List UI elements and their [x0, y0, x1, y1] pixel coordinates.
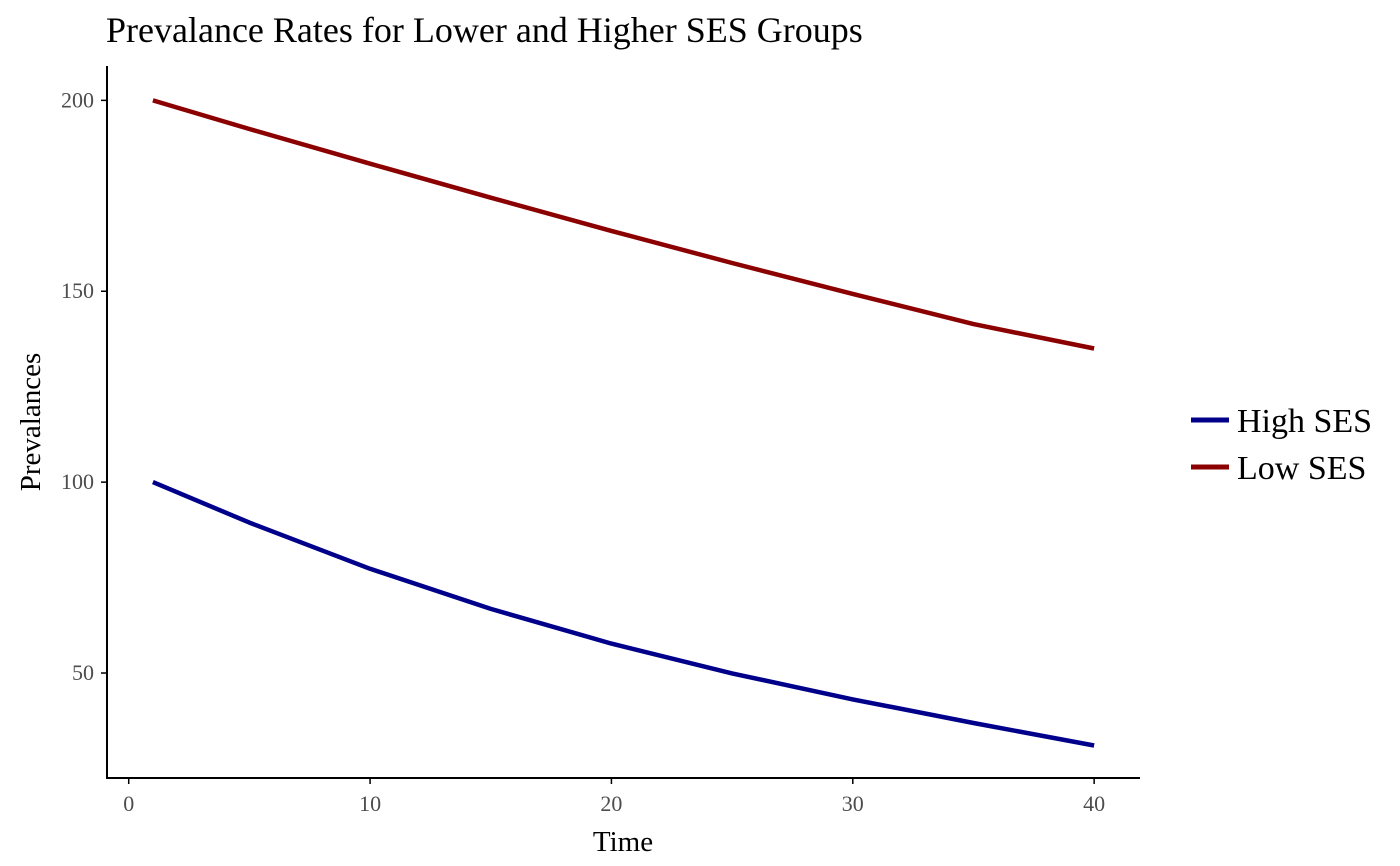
x-tick-label: 20: [600, 791, 622, 816]
y-axis-title: Prevalances: [15, 353, 47, 492]
y-tick-label: 200: [61, 87, 94, 112]
y-tick-label: 50: [72, 660, 94, 685]
series-line-high-ses: [152, 480, 1095, 748]
y-tick-label: 100: [61, 469, 94, 494]
legend-label-low-ses: Low SES: [1237, 450, 1366, 487]
x-tick-label: 40: [1083, 791, 1105, 816]
legend: High SES Low SES: [1191, 403, 1372, 487]
x-axis-title: Time: [593, 826, 653, 858]
y-axis-ticks: 50 100 150 200: [61, 87, 107, 685]
x-tick-label: 0: [123, 791, 134, 816]
chart-title: Prevalance Rates for Lower and Higher SE…: [106, 10, 863, 50]
x-tick-label: 10: [359, 791, 381, 816]
legend-label-high-ses: High SES: [1237, 403, 1372, 440]
x-tick-label: 30: [842, 791, 864, 816]
plot-area: [152, 98, 1095, 748]
y-tick-label: 150: [61, 278, 94, 303]
x-axis-ticks: 0 10 20 30 40: [123, 778, 1105, 816]
series-line-low-ses: [152, 98, 1095, 351]
